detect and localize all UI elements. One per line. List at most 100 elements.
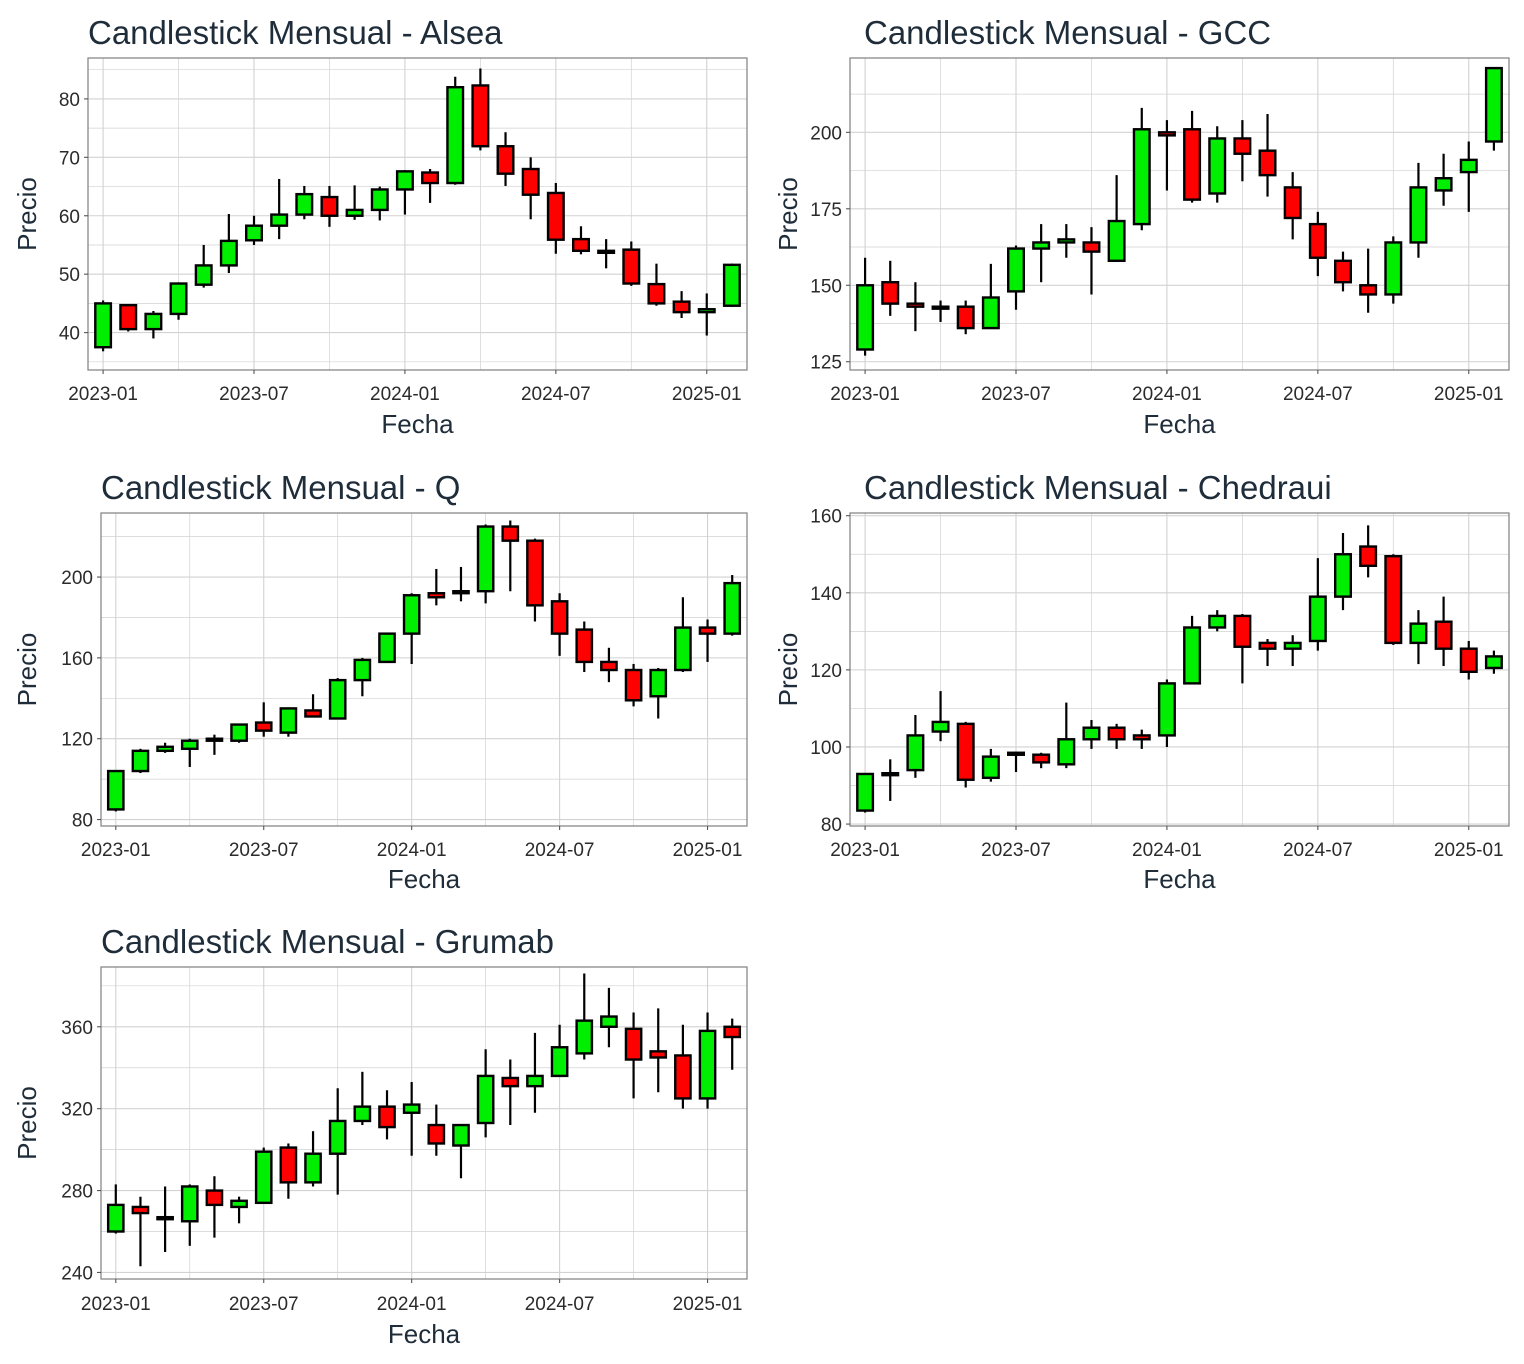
candle-body bbox=[624, 1027, 643, 1061]
candle-body bbox=[119, 303, 138, 331]
candle-body bbox=[1258, 149, 1277, 177]
candle-body bbox=[1384, 554, 1403, 645]
chart-title: Candlestick Mensual - Chedraui bbox=[864, 469, 1332, 506]
candle-body bbox=[106, 1203, 125, 1233]
x-tick-label: 2023-01 bbox=[81, 840, 151, 861]
candle-body bbox=[546, 191, 565, 241]
candle-body bbox=[1032, 241, 1051, 250]
candle-body bbox=[452, 1123, 470, 1147]
x-axis-label: Fecha bbox=[381, 409, 454, 439]
candle-body bbox=[1333, 553, 1352, 598]
y-tick-label: 360 bbox=[61, 1018, 93, 1039]
candle-body bbox=[353, 1105, 372, 1123]
x-tick-label: 2023-07 bbox=[229, 1294, 299, 1315]
x-tick-label: 2024-07 bbox=[525, 840, 595, 861]
y-tick-label: 280 bbox=[61, 1182, 93, 1203]
x-tick-label: 2023-01 bbox=[830, 384, 900, 405]
candle-body bbox=[1384, 241, 1403, 296]
candle-body bbox=[1233, 614, 1252, 648]
candle-body bbox=[353, 658, 372, 682]
candle-body bbox=[856, 772, 875, 812]
x-tick-label: 2024-01 bbox=[377, 840, 447, 861]
candle-body bbox=[956, 722, 975, 781]
candle-body bbox=[446, 86, 465, 185]
x-tick-label: 2023-07 bbox=[229, 840, 299, 861]
candle-body bbox=[1434, 177, 1453, 192]
candle-body bbox=[1333, 259, 1352, 284]
y-axis-label: Precio bbox=[12, 1086, 42, 1160]
candle-body bbox=[205, 737, 224, 742]
candle-body bbox=[1359, 284, 1378, 296]
chart-panel-4: 80 100 120 140 160 2023-01 2023-07 2024-01 2024-… bbox=[773, 469, 1510, 894]
candle-body bbox=[956, 305, 975, 330]
candle-body bbox=[402, 1103, 421, 1114]
candle-body bbox=[1409, 186, 1428, 244]
candle-body bbox=[931, 305, 950, 310]
y-tick-label: 120 bbox=[61, 730, 93, 751]
candle-body bbox=[649, 1050, 668, 1059]
candle-body bbox=[571, 237, 590, 253]
x-tick-label: 2025-01 bbox=[673, 840, 743, 861]
candle-body bbox=[1082, 726, 1101, 741]
candle-body bbox=[1283, 641, 1302, 650]
candle-body bbox=[647, 282, 666, 305]
candle-body bbox=[1258, 641, 1277, 650]
chart-title: Candlestick Mensual - Q bbox=[101, 469, 460, 506]
candle-body bbox=[1283, 186, 1302, 220]
candle-body bbox=[521, 167, 540, 196]
candle-body bbox=[345, 208, 364, 217]
candle-body bbox=[245, 224, 264, 242]
x-tick-label: 2023-07 bbox=[219, 384, 289, 405]
candle-body bbox=[501, 525, 520, 542]
chart-panel-3: 80 120 160 200 2023-01 2023-07 2024-01 2024-07 2… bbox=[12, 469, 748, 894]
candle-body bbox=[550, 1046, 569, 1078]
candle-body bbox=[1183, 626, 1202, 685]
candle-body bbox=[144, 312, 163, 331]
x-axis-label: Fecha bbox=[1143, 409, 1216, 439]
candle-body bbox=[378, 1105, 396, 1129]
candle-body bbox=[697, 308, 716, 314]
candle-body bbox=[1308, 595, 1327, 643]
candle-body bbox=[328, 678, 347, 720]
candle-body bbox=[931, 720, 950, 733]
y-tick-label: 120 bbox=[810, 661, 842, 682]
x-tick-label: 2023-07 bbox=[981, 384, 1051, 405]
candle-body bbox=[526, 539, 544, 607]
candle-body bbox=[1459, 647, 1478, 674]
candle-body bbox=[881, 281, 900, 305]
candle-body bbox=[1459, 158, 1478, 174]
candle-body bbox=[427, 1123, 446, 1145]
x-axis-label: Fecha bbox=[1143, 864, 1216, 894]
candle-body bbox=[1233, 137, 1252, 155]
candle-body bbox=[1183, 128, 1202, 201]
x-tick-label: 2024-01 bbox=[370, 384, 440, 405]
candle-body bbox=[1484, 66, 1503, 143]
candle-body bbox=[622, 248, 641, 285]
candle-body bbox=[180, 739, 199, 751]
candle-body bbox=[402, 594, 421, 635]
candle-body bbox=[156, 745, 174, 753]
y-tick-label: 160 bbox=[61, 649, 93, 670]
candle-body bbox=[674, 1054, 692, 1100]
candle-body bbox=[600, 660, 618, 672]
chart-panel-1: 40 50 60 70 80 2023-01 2023-07 2024-01 2024-07 20… bbox=[12, 14, 748, 439]
y-axis-label: Precio bbox=[773, 177, 803, 251]
x-tick-label: 2025-01 bbox=[673, 1294, 743, 1315]
candle-body bbox=[722, 263, 741, 307]
candle-body bbox=[1032, 753, 1051, 764]
y-tick-label: 175 bbox=[810, 200, 842, 221]
plot-area-border bbox=[87, 57, 748, 371]
candle-body bbox=[672, 300, 691, 314]
y-axis-label: Precio bbox=[12, 177, 42, 251]
y-tick-label: 200 bbox=[810, 123, 842, 144]
y-axis-label: Precio bbox=[12, 633, 42, 707]
x-tick-label: 2025-01 bbox=[1434, 384, 1504, 405]
candle-body bbox=[1132, 128, 1151, 226]
candle-body bbox=[270, 213, 289, 227]
candle-body bbox=[674, 626, 692, 672]
candle-body bbox=[906, 302, 925, 308]
y-tick-label: 200 bbox=[61, 568, 93, 589]
candle-body bbox=[328, 1119, 347, 1155]
candle-body bbox=[471, 84, 490, 148]
